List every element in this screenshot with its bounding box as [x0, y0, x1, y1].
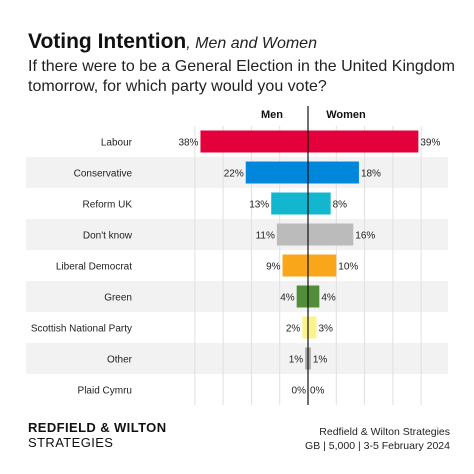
- category-label: Green: [104, 293, 132, 304]
- bar-women: [308, 347, 311, 370]
- category-label: Liberal Democrat: [56, 262, 132, 273]
- logo: REDFIELD & WILTON STRATEGIES: [28, 420, 166, 450]
- value-label-men: 1%: [289, 355, 304, 366]
- bar-women: [308, 130, 419, 153]
- category-label: Other: [107, 355, 133, 366]
- logo-line2: STRATEGIES: [28, 435, 114, 450]
- row-band: [26, 157, 448, 188]
- source-line2: GB | 5,000 | 3-5 February 2024: [305, 440, 450, 452]
- value-label-men: 9%: [266, 262, 281, 273]
- bar-men: [276, 223, 308, 246]
- category-label: Conservative: [74, 169, 133, 180]
- value-label-women: 4%: [321, 293, 336, 304]
- value-label-women: 39%: [420, 138, 440, 149]
- source-note: Redfield & Wilton Strategies GB | 5,000 …: [305, 425, 450, 453]
- value-label-women: 16%: [355, 231, 375, 242]
- value-label-men: 11%: [256, 231, 275, 242]
- value-label-men: 0%: [292, 386, 307, 397]
- bar-men: [296, 285, 308, 308]
- category-label: Labour: [101, 138, 133, 149]
- bar-women: [308, 254, 337, 277]
- category-label: Reform UK: [83, 200, 133, 211]
- bar-men: [200, 130, 308, 153]
- row-band: [26, 219, 448, 250]
- logo-line1: REDFIELD & WILTON: [28, 420, 167, 435]
- value-label-men: 22%: [224, 169, 244, 180]
- value-label-women: 0%: [310, 386, 325, 397]
- bar-women: [308, 223, 354, 246]
- bar-men: [245, 161, 308, 184]
- title-main: Voting Intention: [28, 30, 187, 53]
- value-label-men: 13%: [249, 200, 269, 211]
- value-label-women: 10%: [338, 262, 358, 273]
- bar-men: [282, 254, 308, 277]
- bar-women: [308, 192, 331, 215]
- bar-women: [308, 285, 320, 308]
- category-label: Plaid Cymru: [78, 386, 132, 397]
- category-label: Scottish National Party: [31, 324, 132, 335]
- value-label-men: 4%: [280, 293, 295, 304]
- value-label-women: 3%: [318, 324, 333, 335]
- bar-men: [305, 347, 308, 370]
- bar-women: [308, 316, 317, 339]
- row-band: [26, 343, 448, 374]
- title-sub: , Men and Women: [186, 35, 317, 52]
- value-label-men: 38%: [178, 138, 198, 149]
- bar-men: [302, 316, 308, 339]
- value-label-women: 18%: [361, 169, 381, 180]
- series-label-men: Men: [261, 109, 283, 121]
- chart-title: Voting Intention, Men and Women: [28, 30, 317, 54]
- source-line1: Redfield & Wilton Strategies: [319, 426, 450, 438]
- question-text: If there were to be a General Election i…: [28, 58, 455, 95]
- series-label-women: Women: [326, 109, 366, 121]
- value-label-women: 1%: [313, 355, 328, 366]
- row-band: [26, 281, 448, 312]
- value-label-men: 2%: [286, 324, 301, 335]
- bar-women: [308, 161, 359, 184]
- value-label-women: 8%: [333, 200, 348, 211]
- category-label: Don't know: [83, 231, 133, 242]
- bar-men: [271, 192, 308, 215]
